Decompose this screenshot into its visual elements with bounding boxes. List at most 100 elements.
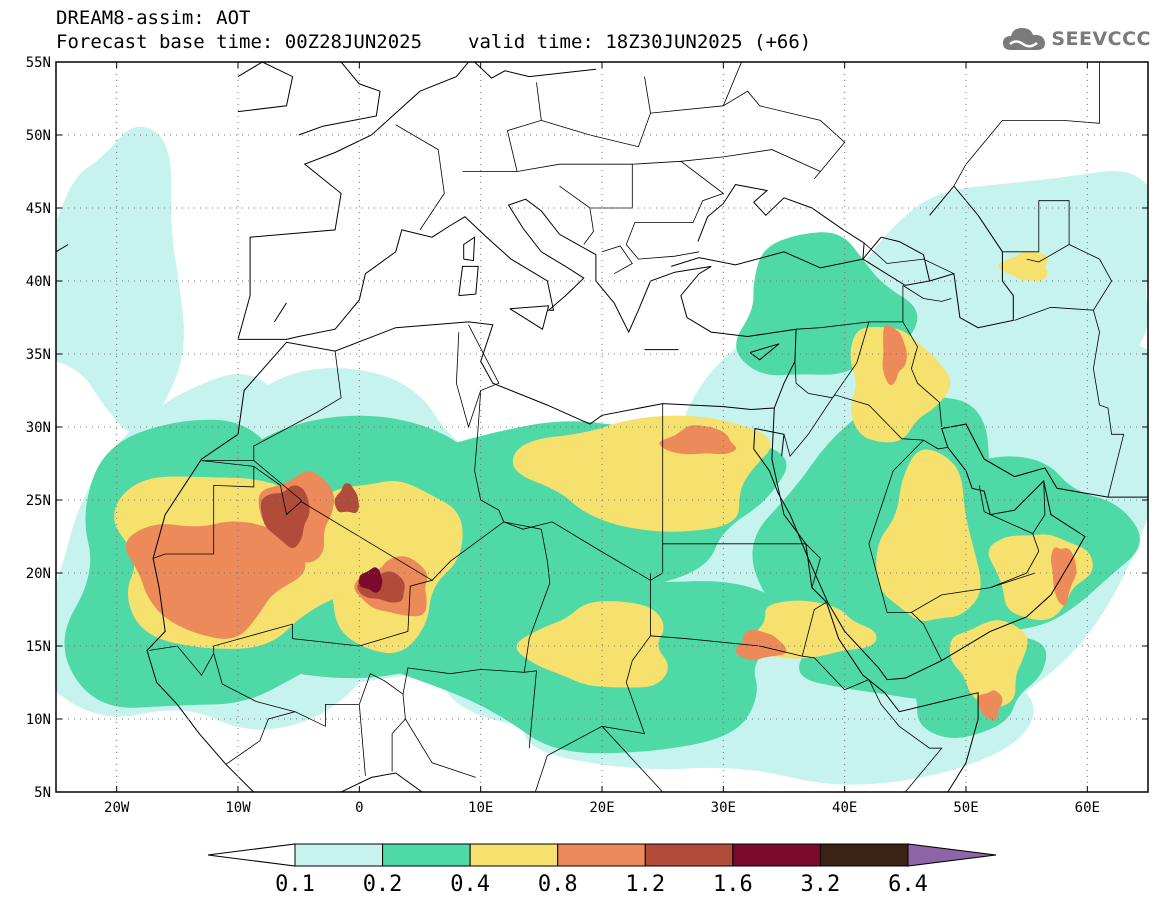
country-border xyxy=(402,667,525,695)
colorbar xyxy=(207,843,997,867)
coastline xyxy=(146,321,775,792)
country-border xyxy=(455,332,482,429)
lat-label: 10N xyxy=(26,712,51,728)
cloud-icon xyxy=(1003,28,1046,50)
country-border xyxy=(601,726,663,792)
colorbar-label: 1.6 xyxy=(712,872,753,897)
country-border xyxy=(722,62,742,106)
country-border xyxy=(978,485,991,515)
country-border xyxy=(953,62,1100,187)
colorbar-segment xyxy=(819,843,909,867)
country-border xyxy=(431,324,505,581)
country-border xyxy=(253,351,342,461)
country-border xyxy=(863,242,955,275)
country-border xyxy=(462,163,633,209)
lat-label: 5N xyxy=(34,785,51,801)
aot-contour-level-4 xyxy=(260,485,310,548)
colorbar-under-arrow xyxy=(207,843,296,867)
lat-label: 50N xyxy=(26,128,51,144)
lon-label: 10E xyxy=(468,800,493,816)
lat-label: 45N xyxy=(26,201,51,217)
coastline xyxy=(509,305,550,330)
colorbar-segment xyxy=(382,843,471,867)
coastline xyxy=(458,265,479,297)
country-border xyxy=(583,207,594,245)
country-border xyxy=(783,394,948,458)
aot-contour-level-3 xyxy=(125,521,306,639)
country-border xyxy=(802,655,943,792)
colorbar-label: 0.2 xyxy=(362,872,403,897)
country-border xyxy=(1002,200,1070,253)
country-border xyxy=(805,543,821,588)
coastline xyxy=(771,407,979,792)
country-border xyxy=(601,245,633,275)
colorbar-label: 0.4 xyxy=(450,872,491,897)
lon-label: 0 xyxy=(355,800,363,816)
country-border xyxy=(506,76,651,172)
country-border xyxy=(253,466,302,516)
coastline xyxy=(238,198,797,409)
country-border xyxy=(990,572,1036,588)
country-border xyxy=(1032,480,1046,534)
aot-contour-level-2 xyxy=(516,601,668,688)
colorbar-segment xyxy=(294,843,384,867)
aot-contour-level-5 xyxy=(358,567,383,593)
aot-contour-level-0 xyxy=(56,126,184,433)
country-border xyxy=(358,673,406,772)
aot-contour-level-3 xyxy=(882,324,907,386)
lon-label: 20E xyxy=(589,800,614,816)
lat-label: 20N xyxy=(26,566,51,582)
coastline xyxy=(749,343,780,361)
country-border xyxy=(868,439,1040,613)
aot-contour-level-2 xyxy=(850,327,951,443)
logo-text: SEEVCCC xyxy=(1051,28,1151,50)
map-title: DREAM8-assim: AOT xyxy=(56,7,251,29)
lon-label: 60E xyxy=(1075,800,1100,816)
country-border xyxy=(650,90,846,180)
country-border xyxy=(902,285,952,302)
coastline xyxy=(671,184,865,269)
lat-label: 25N xyxy=(26,493,51,509)
country-border xyxy=(405,718,476,778)
coastline xyxy=(273,302,287,323)
country-border xyxy=(625,160,725,260)
country-border xyxy=(1014,244,1113,321)
aot-contour-level-3 xyxy=(976,690,1003,721)
coastline xyxy=(463,236,476,262)
lat-label: 15N xyxy=(26,639,51,655)
colorbar-label: 3.2 xyxy=(800,872,841,897)
lon-label: 20W xyxy=(104,800,130,816)
lon-label: 50E xyxy=(953,800,978,816)
aot-contour-level-2 xyxy=(998,251,1049,281)
country-border xyxy=(680,149,821,172)
country-border xyxy=(534,755,548,792)
aot-contour-level-4 xyxy=(334,483,359,514)
colorbar-label: 0.1 xyxy=(275,872,315,897)
country-border xyxy=(503,521,551,749)
coastline xyxy=(237,62,469,340)
lat-label: 40N xyxy=(26,274,51,290)
country-border xyxy=(213,460,434,654)
colorbar-segment xyxy=(557,843,646,867)
colorbar-label: 6.4 xyxy=(888,872,928,897)
colorbar-label: 1.2 xyxy=(625,872,666,897)
colorbar-segment xyxy=(644,843,734,867)
aot-contour-level-3 xyxy=(735,629,787,661)
aot-contour-level-2 xyxy=(949,620,1028,708)
base-time: Forecast base time: 00Z28JUN2025 xyxy=(56,31,423,53)
country-border xyxy=(650,601,827,657)
country-border xyxy=(536,82,542,121)
lon-label: 10W xyxy=(225,800,251,816)
aot-contour-level-0 xyxy=(862,171,1148,410)
country-border xyxy=(911,612,943,661)
lat-label: 35N xyxy=(26,347,51,363)
coastline xyxy=(862,236,931,286)
lat-label: 30N xyxy=(26,420,51,436)
country-border xyxy=(213,653,296,713)
country-border xyxy=(152,460,255,559)
colorbar-label: 0.8 xyxy=(537,872,578,897)
aot-contour-level-3 xyxy=(659,425,737,455)
country-border xyxy=(1092,310,1125,498)
coastline xyxy=(929,185,1014,329)
aot-contour-level-2 xyxy=(876,449,981,622)
